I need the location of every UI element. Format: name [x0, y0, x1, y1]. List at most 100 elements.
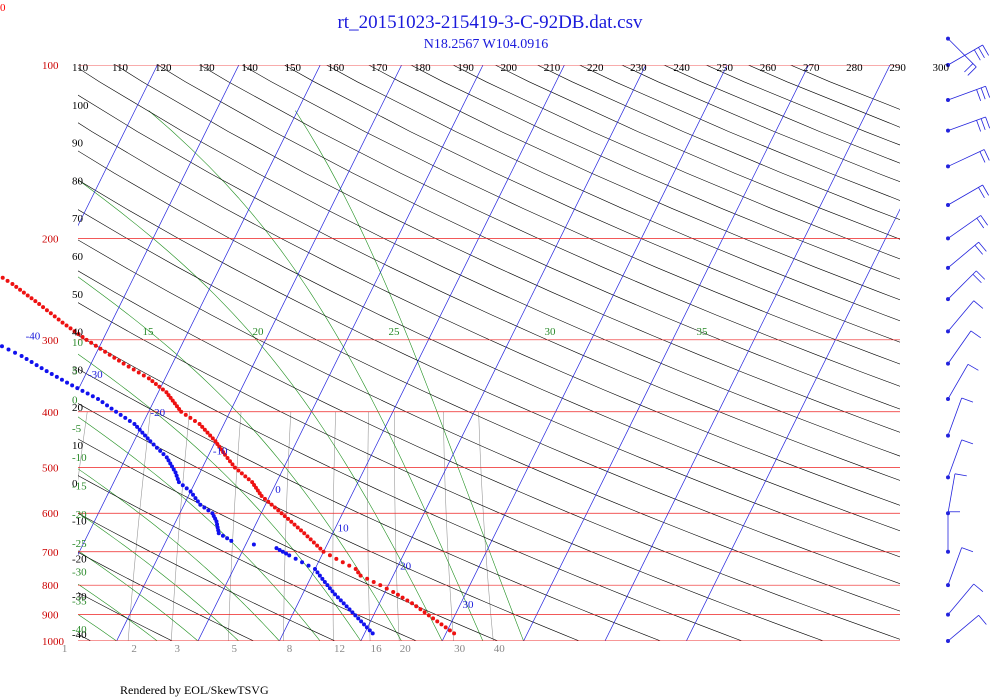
- theta-left-label: -10: [72, 516, 87, 528]
- moist-adiabat: [78, 512, 239, 641]
- temperature-point: [136, 370, 141, 375]
- dry-adiabat: [78, 302, 824, 641]
- theta-left-label: 60: [72, 251, 84, 263]
- wind-barb: [946, 149, 990, 169]
- dry-adiabat: [283, 65, 900, 343]
- dewpoint-point: [210, 511, 215, 516]
- dewpoint-point: [344, 604, 349, 609]
- temperature-point: [205, 430, 210, 435]
- dewpoint-point: [54, 374, 59, 379]
- wind-barb: [946, 397, 974, 438]
- top-tick-label: 200: [501, 62, 518, 74]
- temperature-point: [93, 343, 98, 348]
- dewpoint-point: [198, 502, 203, 507]
- theta-left-label: 0: [72, 478, 78, 490]
- dewpoint-point: [176, 480, 181, 485]
- temperature-point: [239, 471, 244, 476]
- mixing-ratio-line: [478, 411, 494, 641]
- isotherm: [0, 65, 76, 641]
- top-tick-label: 160: [328, 62, 345, 74]
- temperature-point: [292, 522, 297, 527]
- dewpoint-point: [19, 353, 24, 358]
- pressure-tick-label: 100: [42, 60, 59, 72]
- wind-barb-shaft: [947, 184, 983, 206]
- dewpoint-point: [341, 601, 346, 606]
- temperature-point: [146, 376, 151, 381]
- top-tick-label: 280: [846, 62, 863, 74]
- wind-barb-flag: [985, 116, 991, 129]
- wind-barb: [946, 116, 991, 133]
- theta-e-label: 0: [72, 394, 78, 406]
- temperature-point: [48, 311, 53, 316]
- wind-barb-flag: [985, 86, 991, 98]
- isotherm: [360, 65, 647, 641]
- temperature-point: [358, 573, 363, 578]
- dewpoint-point: [154, 445, 159, 450]
- isotherm-label: -30: [88, 369, 103, 381]
- trace-layer: [0, 275, 457, 636]
- temperature-point: [56, 317, 61, 322]
- dry-adiabat: [78, 592, 173, 641]
- temperature-point: [269, 502, 274, 507]
- dewpoint-trace: [0, 344, 375, 636]
- wind-barb-flag: [976, 217, 985, 229]
- temperature-point: [227, 459, 232, 464]
- temperature-point: [378, 583, 383, 588]
- pressure-tick-label: 300: [42, 335, 59, 347]
- dewpoint-point: [164, 455, 169, 460]
- wind-barb: [946, 241, 987, 270]
- temperature-point: [327, 553, 332, 558]
- temperature-point: [200, 424, 205, 429]
- top-tick-label: 220: [587, 62, 604, 74]
- mixing-ratio-line: [227, 411, 242, 641]
- dry-adiabat: [78, 239, 900, 612]
- wind-barb-shaft: [947, 330, 972, 364]
- temperature-point: [230, 462, 235, 467]
- chart-subtitle: N18.2567 W104.0916: [424, 37, 549, 52]
- isotherm: [279, 65, 565, 641]
- wind-barb-flag: [970, 330, 982, 339]
- mixing-ratio-line: [283, 411, 292, 641]
- wind-barb-shaft: [947, 270, 977, 300]
- theta-e-label: 20: [253, 326, 265, 338]
- isotherm: [604, 65, 891, 641]
- wind-barb-shaft: [947, 614, 979, 642]
- theta-left-label: 50: [72, 289, 84, 301]
- temperature-point: [126, 364, 131, 369]
- dewpoint-point: [171, 467, 176, 472]
- dewpoint-point: [180, 483, 185, 488]
- dewpoint-point: [188, 489, 193, 494]
- wind-barb-shaft: [947, 241, 979, 269]
- wind-barb-shaft: [947, 116, 986, 132]
- theta-left-label: -30: [72, 591, 87, 603]
- wind-barb-flag: [982, 184, 989, 196]
- temperature-point: [243, 474, 248, 479]
- wind-barb: [946, 547, 974, 588]
- temperature-point: [172, 401, 177, 406]
- wind-barb: [946, 44, 989, 67]
- dewpoint-point: [158, 448, 163, 453]
- temperature-point: [192, 418, 197, 423]
- temperature-point: [179, 409, 184, 414]
- dry-adiabat: [78, 438, 499, 641]
- theta-e-label: -35: [72, 595, 87, 607]
- temperature-point: [405, 598, 410, 603]
- temperature-point: [112, 355, 117, 360]
- temperature-point: [60, 320, 65, 325]
- temperature-point: [395, 592, 400, 597]
- wind-barb-flag: [978, 241, 987, 252]
- temperature-point: [121, 361, 126, 366]
- isotherm-label: -10: [213, 446, 228, 458]
- wind-barb-flag: [954, 473, 967, 477]
- temperature-point: [266, 499, 271, 504]
- dewpoint-point: [44, 369, 49, 374]
- moist-adiabat: [78, 583, 158, 641]
- top-tick-label: 190: [457, 62, 474, 74]
- wind-barb-flag: [980, 87, 986, 100]
- dry-adiabat: [0, 0, 10, 641]
- isotherm: [441, 65, 728, 641]
- wind-barb: [946, 270, 986, 302]
- theta-e-label: 10: [72, 337, 84, 349]
- temperature-point: [37, 302, 42, 307]
